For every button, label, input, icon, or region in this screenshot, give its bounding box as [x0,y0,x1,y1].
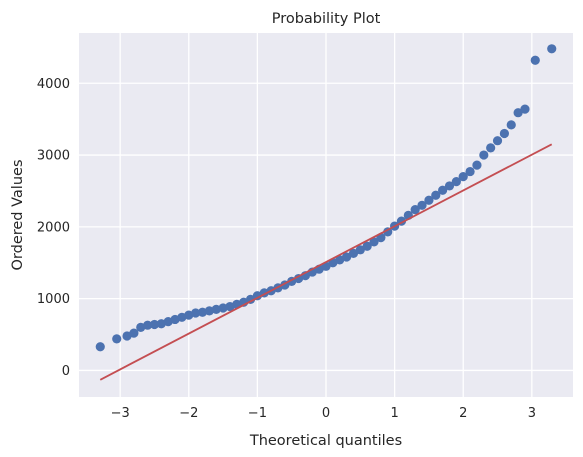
data-point [486,143,496,153]
data-point [499,128,509,139]
x-tick-label: 2 [459,406,467,421]
data-point [112,334,122,344]
x-tick-labels: −3 −2 −1 0 1 2 3 [111,406,536,421]
data-point [211,304,221,315]
data-point [362,241,372,251]
grid-lines [79,33,573,397]
data-point [143,320,153,330]
x-tick-label: 3 [528,406,536,421]
data-point [530,55,540,65]
x-tick-label: 0 [322,406,330,421]
y-tick-label: 0 [62,364,70,379]
chart-title: Probability Plot [272,11,381,27]
data-point [369,237,379,247]
y-tick-label: 3000 [37,149,70,164]
x-tick-label: −3 [111,406,130,421]
data-point [424,195,434,205]
data-point [479,150,489,160]
data-point [444,181,455,191]
data-point [513,108,523,118]
data-point [506,120,516,130]
data-point [348,248,359,259]
y-tick-label: 2000 [37,220,70,235]
data-point [472,160,482,170]
fit-line-layer [99,143,553,381]
x-tick-label: −1 [248,406,267,421]
data-point [547,44,557,54]
data-point [129,328,139,338]
x-axis-label: Theoretical quantiles [249,433,402,449]
data-point [431,190,441,200]
data-point [204,306,214,316]
fit-line [99,143,553,381]
data-point [458,171,468,182]
data-point [149,319,160,330]
data-point [197,307,208,317]
y-tick-label: 1000 [37,292,70,307]
data-point [465,166,475,177]
x-tick-label: 1 [390,406,398,421]
y-axis-label: Ordered Values [10,160,26,271]
x-tick-label: −2 [179,406,198,421]
y-tick-labels: 0 1000 2000 3000 4000 [37,77,70,379]
data-point [492,136,503,146]
data-point [95,342,105,352]
data-point [341,252,352,262]
data-point [417,200,427,210]
y-tick-label: 4000 [37,77,70,92]
data-point [438,185,448,195]
data-point [218,303,228,313]
data-point [451,177,461,187]
data-point [355,245,365,255]
data-point [520,104,530,114]
data-point [410,205,420,215]
data-point [191,308,201,318]
